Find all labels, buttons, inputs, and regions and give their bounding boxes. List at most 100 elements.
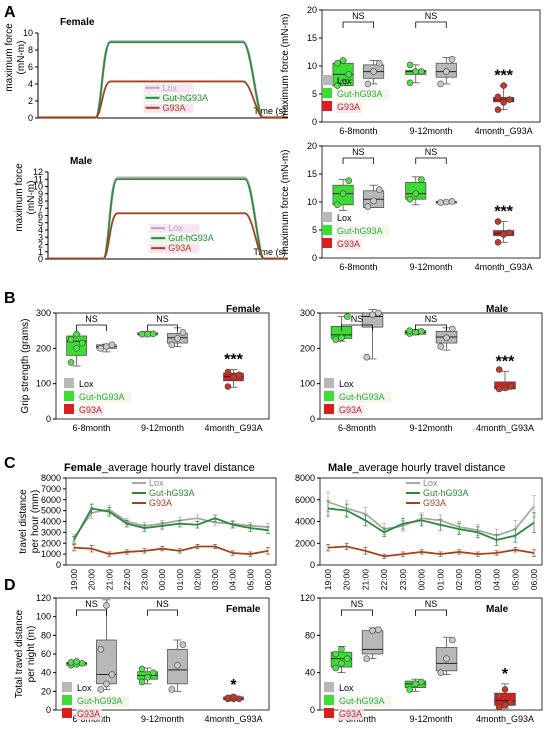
y-tick-label: 2 (38, 240, 43, 250)
data-point (375, 59, 383, 67)
y-axis-label: Total travel distance (14, 609, 25, 698)
y-tick-label: 80 (305, 630, 315, 640)
x-tick-label: 04:00 (228, 569, 238, 591)
y-tick-label: 40 (305, 668, 315, 678)
legend-highlight (76, 709, 102, 720)
y-tick-label: 100 (36, 612, 51, 622)
data-point (418, 176, 425, 183)
y-tick-label: 120 (36, 593, 51, 603)
y-tick-label: 0 (28, 113, 33, 123)
data-point (67, 359, 75, 366)
data-point (338, 334, 345, 342)
x-tick-label: 00:00 (157, 569, 167, 591)
box-chart-D_female: 0204060801001206-8month9-12month4month_G… (14, 593, 270, 724)
data-point (406, 686, 413, 693)
data-point (230, 693, 237, 701)
data-point (334, 82, 341, 89)
y-tick-label: 6000 (41, 495, 61, 505)
x-tick-label: 05:00 (245, 569, 255, 591)
data-point (179, 329, 187, 336)
trace-line-gut-hg93a (38, 41, 288, 119)
data-point (442, 68, 450, 75)
x-tick-label: 23:00 (140, 569, 150, 591)
y-tick-label: 8 (28, 45, 33, 55)
data-point (449, 325, 456, 333)
chart-title-rest: _average hourly travel distance (101, 462, 255, 474)
trace-line-gut-hg93a (48, 178, 288, 260)
y-tick-label: 40 (41, 668, 51, 678)
legend-swatch (62, 708, 72, 718)
legend-label: G93A (79, 405, 102, 415)
y-tick-label: 0 (38, 254, 43, 264)
legend-highlight (336, 239, 362, 250)
data-point (412, 68, 420, 75)
y-tick-label: 15 (307, 169, 317, 179)
y-axis-label: maximum force (4, 23, 15, 92)
legend-label: Gut-hG93A (339, 392, 385, 402)
y-tick-label: 120 (300, 593, 315, 603)
legend-label: Lox (168, 223, 183, 233)
y-tick-label: 9 (38, 189, 43, 199)
legend-swatch (64, 391, 74, 401)
data-point (494, 239, 502, 246)
y-tick-label: 10 (33, 182, 43, 192)
x-axis-label: Time (s) (253, 247, 286, 257)
y-tick-label: 0 (310, 560, 315, 570)
sig-bracket (415, 324, 447, 331)
legend-swatch (322, 212, 332, 222)
x-tick-label: 06:00 (529, 569, 539, 591)
plot-frame (319, 597, 543, 711)
legend-highlight (78, 392, 132, 403)
trace-line-g93a (38, 80, 288, 119)
data-point (168, 341, 176, 349)
data-point (495, 366, 503, 373)
sig-label-ns: NS (425, 599, 438, 609)
chart-title-rest: _average hourly travel distance (351, 462, 505, 474)
y-tick-label: 10 (23, 28, 33, 38)
line-chart-C_male: 0 2000 4000 6000 8000 19:00 20:00 21:00 22:00 23:… (295, 462, 543, 591)
data-point (174, 335, 181, 342)
data-point (345, 177, 353, 185)
legend-swatch (324, 682, 334, 692)
data-point (442, 198, 450, 206)
legend-swatch (324, 708, 334, 718)
chart-title: Male (486, 304, 509, 315)
legend-label: Lox (339, 683, 354, 693)
legend-label: Gut-hG93A (163, 93, 209, 103)
legend-label: Lox (337, 213, 352, 223)
x-tick-label: 9-12month (409, 126, 452, 136)
y-tick-label: 1 (38, 247, 43, 257)
legend-label: G93A (168, 243, 191, 253)
y-tick-label: 5 (312, 89, 317, 99)
y-tick-label: 2 (28, 96, 33, 106)
y-axis-label: maximum force (mN-m) (280, 14, 291, 119)
sig-label-star: * (230, 677, 237, 694)
legend-label: Lox (163, 83, 178, 93)
legend-swatch (62, 695, 72, 705)
x-tick-label: 03:00 (210, 569, 220, 591)
legend-label: G93A (77, 709, 100, 719)
data-point (338, 646, 345, 653)
box-chart-B_male: 0 100 200 300 6-8month 9-12month 4month_G93A Ma… (300, 304, 543, 433)
chart-title-bold: Male (328, 462, 352, 474)
data-point (449, 636, 456, 644)
data-point (78, 339, 86, 347)
legend-label: Gut-hG93A (423, 488, 469, 498)
legend-label: Gut-hG93A (337, 226, 383, 236)
data-point (338, 660, 345, 667)
x-tick-label: 22:00 (379, 569, 389, 591)
legend-swatch (64, 378, 74, 388)
legend-label: G93A (337, 239, 360, 249)
x-tick-label: 20:00 (87, 569, 97, 591)
sig-label-ns: NS (85, 599, 98, 609)
data-point (448, 198, 456, 205)
data-point (108, 671, 116, 678)
data-point (78, 660, 86, 667)
y-tick-label: 60 (41, 649, 51, 659)
sig-bracket (76, 609, 107, 616)
y-tick-label: 4000 (41, 517, 61, 527)
legend-swatch (322, 88, 332, 98)
data-point (370, 197, 377, 205)
x-tick-label: 6-8month (72, 423, 110, 433)
legend-label: G93A (339, 709, 362, 719)
